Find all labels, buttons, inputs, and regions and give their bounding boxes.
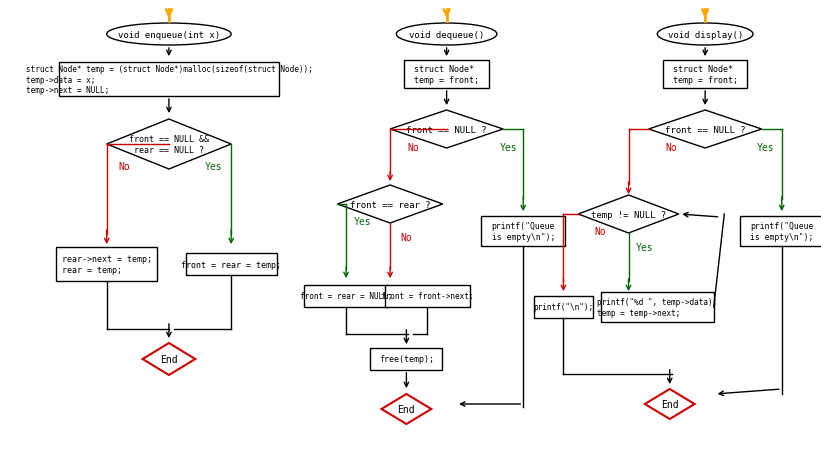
Polygon shape: [390, 111, 503, 149]
Polygon shape: [644, 389, 695, 419]
Bar: [663, 61, 747, 89]
Text: No: No: [407, 143, 419, 153]
Ellipse shape: [397, 24, 497, 46]
Text: front = front->next;: front = front->next;: [381, 292, 474, 301]
Bar: [59, 63, 279, 97]
Text: printf("Queue
is empty\n");: printf("Queue is empty\n");: [750, 222, 814, 241]
Text: void display(): void display(): [667, 30, 743, 39]
Polygon shape: [337, 185, 443, 224]
Text: void enqueue(int x): void enqueue(int x): [118, 30, 220, 39]
Text: front == NULL &&
rear == NULL ?: front == NULL && rear == NULL ?: [129, 135, 209, 154]
Bar: [57, 247, 157, 281]
Text: struct Node* temp = (struct Node*)malloc(sizeof(struct Node));
temp->data = x;
t: struct Node* temp = (struct Node*)malloc…: [25, 65, 312, 95]
Text: printf("\n");: printf("\n");: [534, 303, 594, 312]
Text: End: End: [661, 399, 678, 409]
Text: No: No: [666, 143, 677, 153]
Text: front = rear = NULL;: front = rear = NULL;: [300, 292, 392, 301]
Text: Yes: Yes: [636, 242, 654, 252]
Polygon shape: [143, 343, 195, 375]
Bar: [740, 217, 821, 246]
Bar: [601, 292, 713, 322]
Text: front = rear = temp;: front = rear = temp;: [181, 260, 281, 269]
Text: Yes: Yes: [205, 162, 222, 172]
Text: No: No: [118, 162, 130, 172]
Text: front == NULL ?: front == NULL ?: [665, 125, 745, 134]
Bar: [385, 285, 470, 308]
Text: front == NULL ?: front == NULL ?: [406, 125, 487, 134]
Text: temp != NULL ?: temp != NULL ?: [591, 210, 666, 219]
Bar: [405, 61, 488, 89]
Polygon shape: [649, 111, 762, 149]
Text: End: End: [160, 354, 177, 364]
Ellipse shape: [107, 24, 232, 46]
Bar: [186, 253, 277, 275]
Bar: [534, 297, 593, 318]
Polygon shape: [578, 196, 679, 234]
Text: struct Node*
temp = front;: struct Node* temp = front;: [414, 65, 479, 84]
Text: void dequeue(): void dequeue(): [409, 30, 484, 39]
Text: No: No: [594, 226, 606, 236]
Ellipse shape: [658, 24, 753, 46]
Text: free(temp);: free(temp);: [379, 355, 433, 364]
Text: Yes: Yes: [500, 143, 518, 153]
Text: printf("Queue
is empty\n");: printf("Queue is empty\n");: [492, 222, 555, 241]
Polygon shape: [382, 394, 431, 424]
Bar: [370, 348, 443, 370]
Polygon shape: [107, 120, 232, 170]
Text: No: No: [401, 233, 412, 242]
Text: front == rear ?: front == rear ?: [350, 200, 430, 209]
Text: Yes: Yes: [757, 143, 774, 153]
Text: rear->next = temp;
rear = temp;: rear->next = temp; rear = temp;: [62, 255, 152, 274]
Text: End: End: [397, 404, 415, 414]
Bar: [304, 285, 388, 308]
Bar: [481, 217, 566, 246]
Text: Yes: Yes: [354, 217, 371, 226]
Text: printf("%d ", temp->data);
temp = temp->next;: printf("%d ", temp->data); temp = temp->…: [597, 297, 718, 317]
Text: struct Node*
temp = front;: struct Node* temp = front;: [672, 65, 737, 84]
